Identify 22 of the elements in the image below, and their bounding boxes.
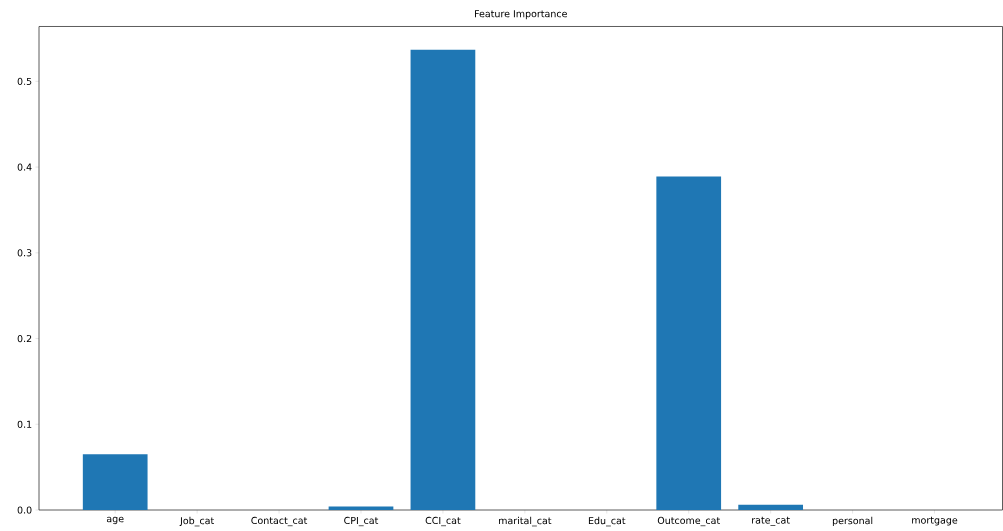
bar xyxy=(738,504,804,510)
bar xyxy=(82,454,148,510)
x-tick-label: age xyxy=(106,516,124,525)
y-tick-label: 0.3 xyxy=(17,249,32,257)
bar xyxy=(656,176,722,510)
bar xyxy=(410,49,476,510)
x-tick-label: marital_cat xyxy=(499,516,552,527)
y-tick-label: 0.5 xyxy=(17,77,32,85)
x-tick-label: Edu_cat xyxy=(588,516,626,527)
x-tick-label: Contact_cat xyxy=(251,516,308,527)
x-tick-label: personal xyxy=(832,516,873,527)
x-tick-label: mortgage xyxy=(912,516,958,526)
x-tick-label: Outcome_cat xyxy=(657,516,720,527)
x-tick-label: Job_cat xyxy=(179,516,214,527)
y-tick-label: 0.2 xyxy=(17,334,32,343)
x-tick-label: CPI_cat xyxy=(344,516,379,527)
y-tick-label: 0.0 xyxy=(17,506,32,514)
x-tick-label: rate_cat xyxy=(752,516,790,526)
chart-title: Feature Importance xyxy=(475,10,567,20)
y-tick-label: 0.1 xyxy=(17,420,32,428)
x-tick-label: CCI_cat xyxy=(425,516,461,527)
y-tick-label: 0.4 xyxy=(17,163,32,171)
